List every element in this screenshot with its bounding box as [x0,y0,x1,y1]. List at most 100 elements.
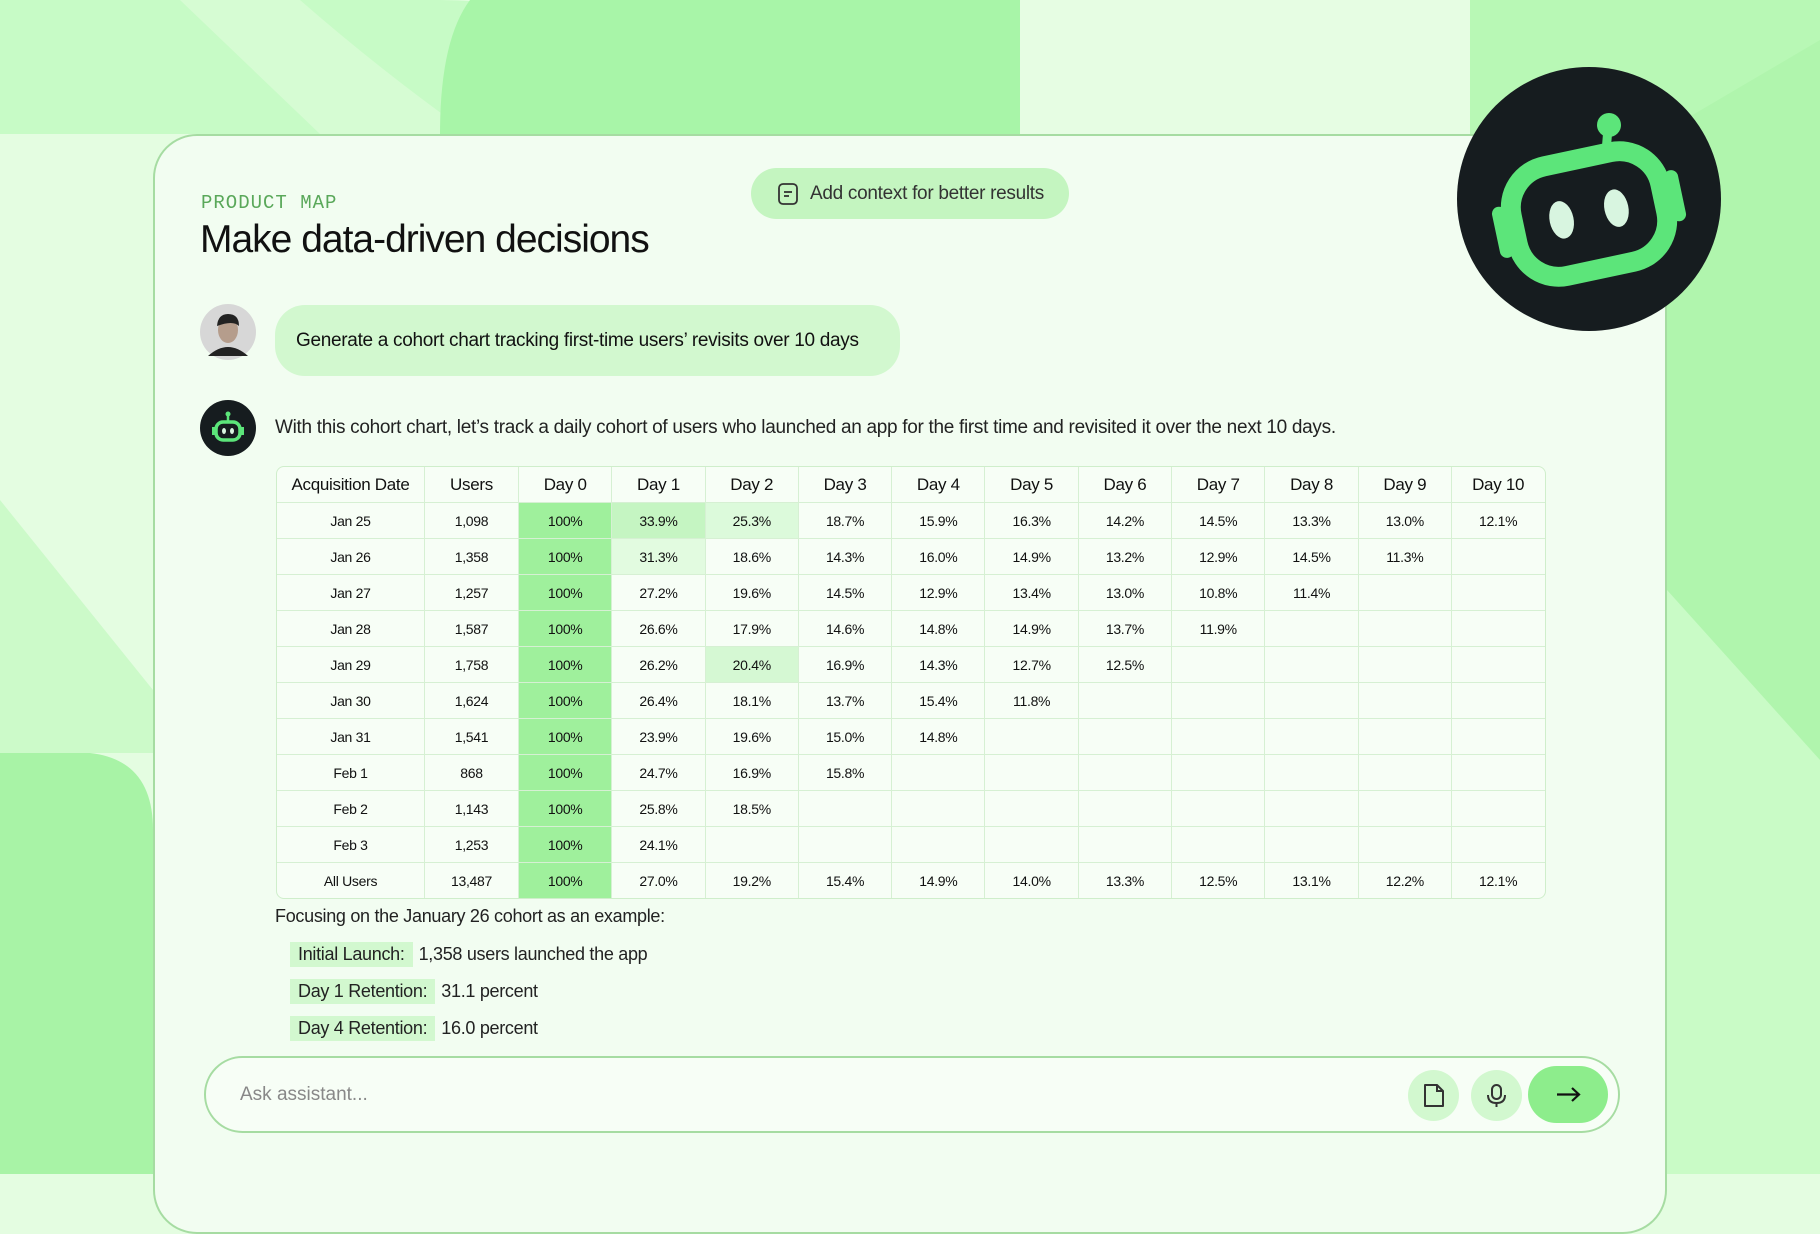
bullet: Day 1 Retention: 31.1 percent [290,977,538,1005]
table-cell: 14.5% [1264,539,1357,574]
eyebrow: PRODUCT MAP [201,192,338,214]
empty-cell [1450,683,1544,718]
table-cell: 12.5% [1171,863,1264,898]
user-avatar [200,304,256,360]
table-cell: 13.3% [1264,503,1357,538]
table-cell: 20.4% [704,647,798,682]
table-cell: Jan 30 [330,692,371,709]
table-cell: 18.1% [704,683,798,718]
table-cell: 1,624 [424,683,518,718]
table-cell: 1,098 [424,503,518,538]
empty-cell [1357,575,1451,610]
table-cell: 25.3% [704,503,798,538]
empty-cell [1450,791,1544,826]
send-button[interactable] [1528,1066,1608,1123]
table-cell: Jan 27 [330,584,371,601]
table-cell: Jan 31 [330,728,371,745]
table-cell: 14.3% [891,647,984,682]
table-cell: 13.0% [1357,503,1451,538]
table-cell: Feb 3 [333,836,368,853]
bullet-text: 1,358 users launched the app [418,943,648,964]
table-cell: Jan 26 [330,548,371,565]
chat-input[interactable]: Ask assistant... [204,1056,1620,1133]
table-cell: 100% [518,611,612,646]
table-cell: 868 [424,755,518,790]
empty-cell [1264,611,1357,646]
table-cell: 19.6% [704,719,798,754]
empty-cell [1450,755,1544,790]
column-header: Day 7 [1171,467,1264,502]
table-cell: 16.9% [704,755,798,790]
table-cell: 14.8% [891,611,984,646]
empty-cell [1171,827,1264,862]
table-cell: 100% [518,791,612,826]
table-cell: 25.8% [611,791,704,826]
bullet-text: 31.1 percent [441,980,538,1001]
empty-cell [1077,683,1171,718]
table-cell: 19.2% [704,863,798,898]
table-row: All Users 13,487 100% 27.0% 19.2% 15.4% 14.9% 1… [277,862,1545,898]
table-cell: 12.2% [1357,863,1451,898]
empty-cell [1357,719,1451,754]
bullet: Initial Launch: 1,358 users launched the … [290,940,648,968]
table-cell: 33.9% [611,503,705,538]
table-cell: 1,257 [424,575,518,610]
table-cell: 14.9% [891,863,984,898]
empty-cell [797,791,891,826]
table-cell: 13.2% [1077,539,1171,574]
table-cell: 15.0% [797,719,891,754]
context-label: Add context for better results [810,182,1044,204]
table-cell: 1,358 [424,539,518,574]
column-header: Acquisition Date [291,474,410,494]
table-cell: 100% [518,863,612,898]
attach-button[interactable] [1408,1070,1459,1121]
table-cell: 12.7% [984,647,1077,682]
table-cell: 11.3% [1357,539,1451,574]
column-header: Day 5 [984,467,1077,502]
user-message: Generate a cohort chart tracking first-t… [275,305,900,376]
empty-cell [1264,827,1357,862]
table-cell: 14.0% [984,863,1077,898]
empty-cell [1171,719,1264,754]
table-cell: 24.7% [611,755,704,790]
empty-cell [1171,791,1264,826]
empty-cell [1357,683,1451,718]
context-button[interactable]: Add context for better results [751,168,1069,219]
table-cell: 12.5% [1077,647,1171,682]
note-icon [778,182,798,205]
bot-logo [1457,67,1721,331]
empty-cell [1450,575,1544,610]
empty-cell [1357,827,1451,862]
empty-cell [1450,611,1544,646]
attach-icon [1424,1084,1444,1107]
table-row: Jan 28 1,587 100% 26.6% 17.9% 14.6% 14.8% 14.9%… [277,610,1545,646]
empty-cell [984,719,1077,754]
table-cell: Jan 25 [330,512,371,529]
table-cell: 31.3% [611,539,705,574]
column-header: Day 9 [1357,467,1451,502]
cohort-table: Acquisition Date Users Day 0 Day 1 Day 2 Day … [276,466,1546,899]
table-cell: 13.1% [1264,863,1357,898]
table-cell: 13.4% [984,575,1077,610]
empty-cell [984,791,1077,826]
table-row: Jan 29 1,758 100% 26.2% 20.4% 16.9% 14.3% 12.7%… [277,646,1545,682]
table-row: Jan 25 1,098 100% 33.9% 25.3% 18.7% 15.9% 16.3%… [277,502,1545,538]
empty-cell [891,827,984,862]
empty-cell [1171,755,1264,790]
table-cell: 1,541 [424,719,518,754]
column-header: Day 2 [704,467,798,502]
table-row: Jan 31 1,541 100% 23.9% 19.6% 15.0% 14.8% [277,718,1545,754]
table-cell: 11.4% [1264,575,1357,610]
empty-cell [1450,647,1544,682]
column-header: Day 4 [891,467,984,502]
bullet: Day 4 Retention: 16.0 percent [290,1014,538,1042]
table-cell: 100% [518,503,612,538]
table-cell: 100% [518,575,612,610]
column-header: Day 3 [797,467,891,502]
table-cell: 13.3% [1077,863,1171,898]
assistant-message: With this cohort chart, let’s track a da… [275,417,1336,438]
mic-button[interactable] [1471,1070,1522,1121]
empty-cell [1077,755,1171,790]
table-cell: 16.0% [891,539,984,574]
table-cell: 16.3% [984,503,1077,538]
